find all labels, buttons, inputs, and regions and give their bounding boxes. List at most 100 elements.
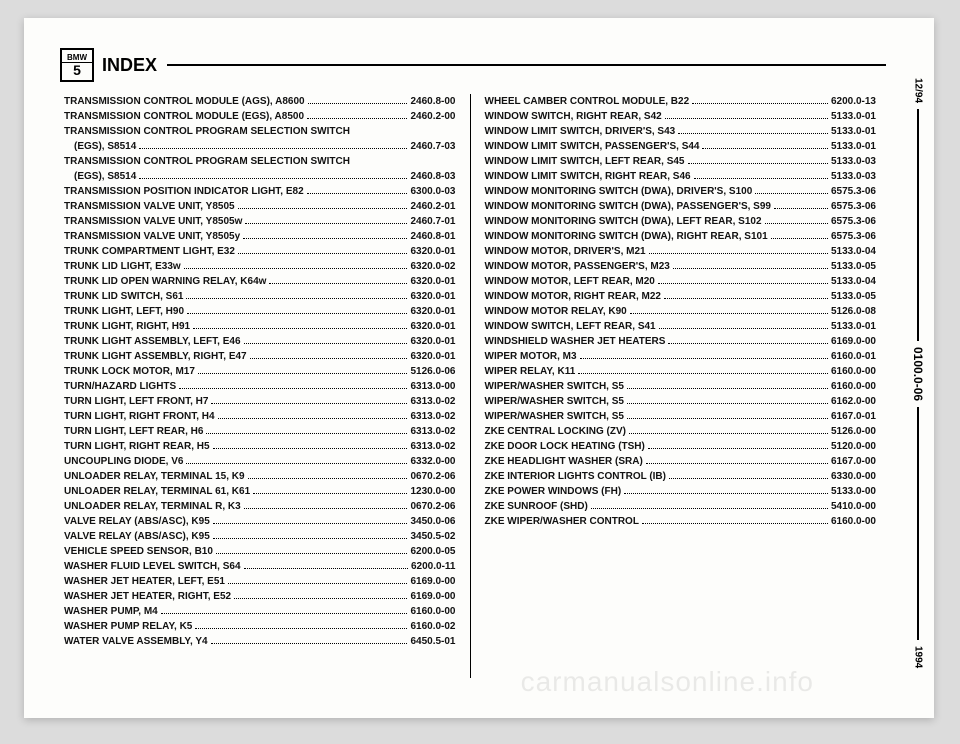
index-entry: TRUNK LIGHT, RIGHT, H916320.0-01	[64, 319, 456, 334]
leader-dots	[139, 178, 407, 179]
entry-label: WINDOW MONITORING SWITCH (DWA), RIGHT RE…	[485, 229, 768, 244]
entry-ref: 6313.0-02	[410, 394, 455, 409]
index-entry: UNLOADER RELAY, TERMINAL 61, K611230.0-0…	[64, 484, 456, 499]
entry-label: WASHER JET HEATER, RIGHT, E52	[64, 589, 231, 604]
index-entry: TRANSMISSION VALVE UNIT, Y8505y2460.8-01	[64, 229, 456, 244]
entry-ref: 6160.0-00	[831, 379, 876, 394]
entry-ref: 6167.0-01	[831, 409, 876, 424]
index-entry: WASHER PUMP RELAY, K56160.0-02	[64, 619, 456, 634]
entry-label: WIPER/WASHER SWITCH, S5	[485, 409, 624, 424]
index-entry: WATER VALVE ASSEMBLY, Y46450.5-01	[64, 634, 456, 649]
leader-dots	[250, 358, 408, 359]
index-entry: WASHER FLUID LEVEL SWITCH, S64 6200.0-11	[64, 559, 456, 574]
index-entry: UNCOUPLING DIODE, V66332.0-00	[64, 454, 456, 469]
entry-ref: 6160.0-00	[831, 364, 876, 379]
entry-label: TRANSMISSION CONTROL PROGRAM SELECTION S…	[64, 124, 350, 139]
entry-ref: 6313.0-02	[410, 439, 455, 454]
entry-ref: 6575.3-06	[831, 229, 876, 244]
index-entry: TRUNK LID SWITCH, S616320.0-01	[64, 289, 456, 304]
index-entry: TRUNK LID OPEN WARNING RELAY, K64w6320.0…	[64, 274, 456, 289]
logo-series: 5	[62, 62, 92, 77]
entry-ref: 6320.0-01	[410, 349, 455, 364]
entry-label: WINDOW MOTOR, LEFT REAR, M20	[485, 274, 655, 289]
entry-label: TRUNK LIGHT ASSEMBLY, RIGHT, E47	[64, 349, 247, 364]
entry-label: WATER VALVE ASSEMBLY, Y4	[64, 634, 208, 649]
index-entry: WINDOW MONITORING SWITCH (DWA), LEFT REA…	[485, 214, 877, 229]
index-entry: UNLOADER RELAY, TERMINAL 15, K90670.2-06	[64, 469, 456, 484]
index-entry: TRANSMISSION CONTROL PROGRAM SELECTION S…	[64, 124, 456, 139]
leader-dots	[216, 553, 408, 554]
entry-label: WASHER FLUID LEVEL SWITCH, S64	[64, 559, 241, 574]
leader-dots	[213, 448, 408, 449]
entry-label: WHEEL CAMBER CONTROL MODULE, B22	[485, 94, 690, 109]
leader-dots	[211, 403, 407, 404]
entry-label: UNLOADER RELAY, TERMINAL 15, K9	[64, 469, 245, 484]
entry-ref: 5126.0-08	[831, 304, 876, 319]
leader-dots	[187, 313, 407, 314]
leader-dots	[244, 343, 408, 344]
entry-label: WINDOW MOTOR, RIGHT REAR, M22	[485, 289, 661, 304]
leader-dots	[245, 223, 407, 224]
entry-ref: 2460.8-03	[410, 169, 455, 184]
section-number: 0100.0-06	[911, 347, 925, 401]
entry-label: TRANSMISSION VALVE UNIT, Y8505w	[64, 214, 242, 229]
leader-dots	[649, 253, 828, 254]
entry-ref: 5133.0-05	[831, 289, 876, 304]
entry-label: TRANSMISSION VALVE UNIT, Y8505y	[64, 229, 240, 244]
leader-dots	[630, 313, 828, 314]
index-entry: WINDOW LIMIT SWITCH, PASSENGER'S, S44 513…	[485, 139, 877, 154]
leader-dots	[243, 238, 407, 239]
entry-ref: 6200.0-05	[410, 544, 455, 559]
index-entry: UNLOADER RELAY, TERMINAL R, K3 0670.2-06	[64, 499, 456, 514]
index-entry: WINDOW MONITORING SWITCH (DWA), RIGHT RE…	[485, 229, 877, 244]
leader-dots	[195, 628, 407, 629]
entry-ref: 5120.0-00	[831, 439, 876, 454]
index-entry: TURN LIGHT, LEFT REAR, H66313.0-02	[64, 424, 456, 439]
entry-ref: 2460.2-01	[410, 199, 455, 214]
index-entry: WINDOW SWITCH, RIGHT REAR, S425133.0-01	[485, 109, 877, 124]
entry-label: TRANSMISSION CONTROL PROGRAM SELECTION S…	[64, 154, 350, 169]
leader-dots	[206, 433, 407, 434]
entry-label: WINDOW SWITCH, LEFT REAR, S41	[485, 319, 656, 334]
entry-label: ZKE WIPER/WASHER CONTROL	[485, 514, 639, 529]
entry-ref: 6200.0-11	[411, 559, 456, 574]
leader-dots	[253, 493, 407, 494]
index-entry: WINDOW MONITORING SWITCH (DWA), PASSENGE…	[485, 199, 877, 214]
entry-label: ZKE CENTRAL LOCKING (ZV)	[485, 424, 626, 439]
entry-label: TRANSMISSION CONTROL MODULE (AGS), A8600	[64, 94, 305, 109]
leader-dots	[702, 148, 827, 149]
entry-label: WINDOW MOTOR, PASSENGER'S, M23	[485, 259, 670, 274]
entry-ref: 5126.0-00	[831, 424, 876, 439]
side-rule	[917, 109, 919, 341]
entry-ref: 2460.7-01	[410, 214, 455, 229]
entry-label: WASHER JET HEATER, LEFT, E51	[64, 574, 225, 589]
entry-ref: 6575.3-06	[831, 199, 876, 214]
index-entry: ZKE SUNROOF (SHD)5410.0-00	[485, 499, 877, 514]
index-entry: TRANSMISSION CONTROL MODULE (AGS), A8600…	[64, 94, 456, 109]
entry-ref: 0670.2-06	[410, 499, 455, 514]
side-margin-labels: 12/94 0100.0-06 1994	[908, 78, 928, 668]
leader-dots	[664, 298, 828, 299]
entry-label: UNLOADER RELAY, TERMINAL R, K3	[64, 499, 241, 514]
index-entry: TRANSMISSION CONTROL PROGRAM SELECTION S…	[64, 154, 456, 169]
index-column-left: TRANSMISSION CONTROL MODULE (AGS), A8600…	[64, 94, 470, 678]
leader-dots	[186, 298, 407, 299]
leader-dots	[774, 208, 828, 209]
entry-label: WINDOW MONITORING SWITCH (DWA), DRIVER'S…	[485, 184, 753, 199]
entry-ref: 6167.0-00	[831, 454, 876, 469]
index-entry: WHEEL CAMBER CONTROL MODULE, B226200.0-1…	[485, 94, 877, 109]
entry-ref: 6320.0-01	[410, 319, 455, 334]
index-entry: (EGS), S85142460.7-03	[64, 139, 456, 154]
index-entry: TRUNK LIGHT ASSEMBLY, LEFT, E466320.0-01	[64, 334, 456, 349]
bmw-logo: BMW 5	[60, 48, 94, 82]
index-entry: TURN/HAZARD LIGHTS6313.0-00	[64, 379, 456, 394]
entry-label: TRUNK LIGHT, LEFT, H90	[64, 304, 184, 319]
leader-dots	[646, 463, 828, 464]
leader-dots	[307, 118, 407, 119]
entry-ref: 5133.0-01	[831, 139, 876, 154]
entry-label: WINDOW MOTOR RELAY, K90	[485, 304, 627, 319]
entry-label: WINDOW LIMIT SWITCH, PASSENGER'S, S44	[485, 139, 700, 154]
entry-label: TURN/HAZARD LIGHTS	[64, 379, 176, 394]
index-entry: WASHER JET HEATER, RIGHT, E526169.0-00	[64, 589, 456, 604]
entry-label: TRUNK COMPARTMENT LIGHT, E32	[64, 244, 235, 259]
